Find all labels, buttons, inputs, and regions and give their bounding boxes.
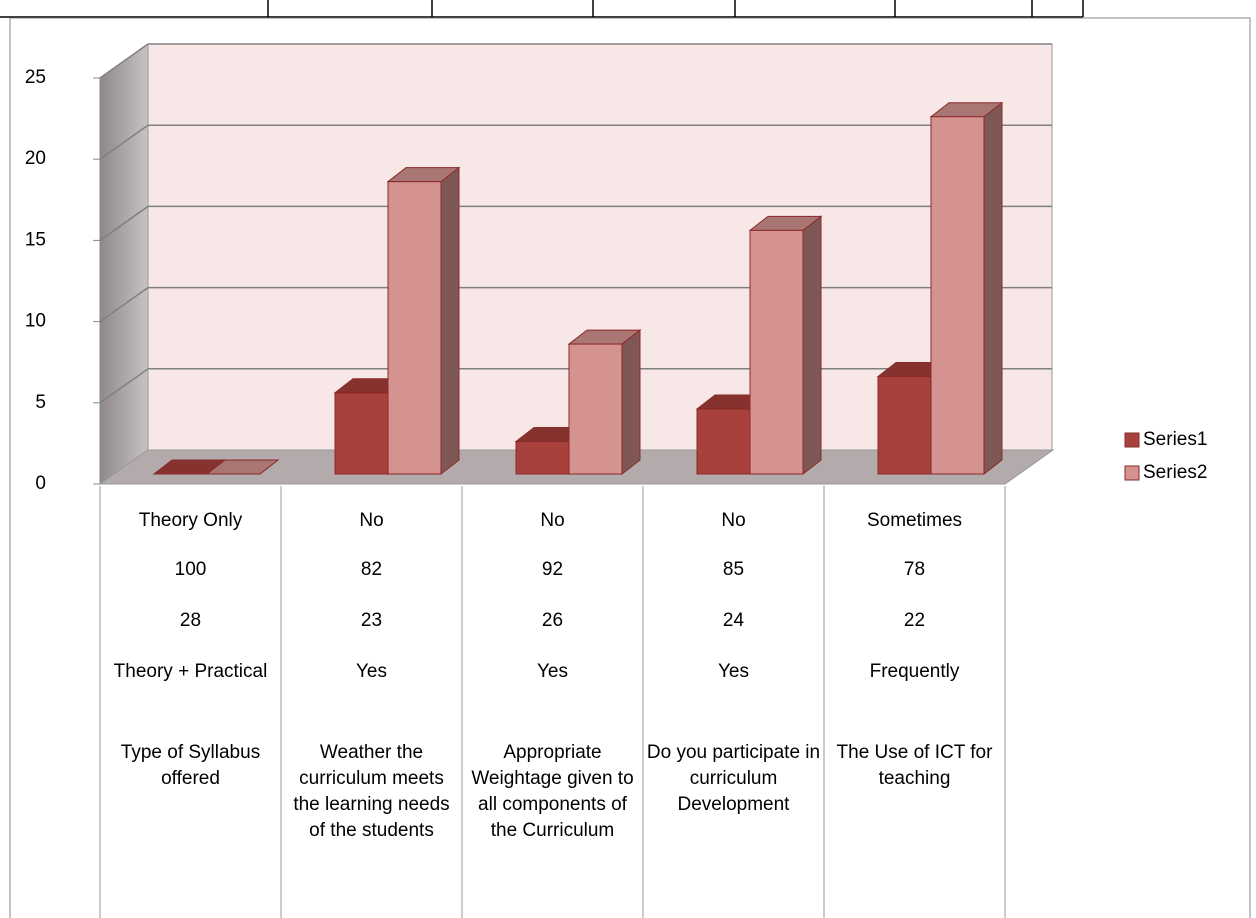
- grid-line: [99, 286, 149, 323]
- y-tick-label: 0: [35, 473, 46, 494]
- x-tick-label: Do you participate in curriculum Develop…: [646, 742, 821, 815]
- x-tick-label: No: [540, 510, 565, 531]
- bar-side: [440, 166, 460, 476]
- bar: [877, 376, 932, 475]
- x-tick-label: Yes: [537, 661, 568, 682]
- x-tick-label: 100: [174, 559, 207, 580]
- legend-label: Series1: [1143, 429, 1207, 450]
- x-tick-label: 28: [179, 610, 202, 631]
- x-tick-label: Appropriate Weightage given to all compo…: [471, 742, 634, 841]
- bar: [515, 441, 570, 475]
- x-tick-label: Yes: [356, 661, 387, 682]
- x-tick-label: 85: [722, 559, 745, 580]
- y-tick-label: 20: [25, 148, 46, 169]
- x-tick-label: 22: [903, 610, 926, 631]
- x-tick-label: 78: [903, 559, 926, 580]
- y-tick-label: 10: [25, 311, 46, 332]
- legend-label: Series2: [1143, 462, 1207, 483]
- bar: [696, 408, 751, 475]
- bar: [749, 229, 804, 475]
- x-tick-label: Type of Syllabus offered: [120, 742, 261, 789]
- grid-line: [99, 124, 149, 160]
- x-tick-label: Frequently: [869, 661, 960, 682]
- x-tick-label: The Use of ICT for teaching: [836, 742, 993, 789]
- x-tick-label: 92: [541, 559, 564, 580]
- bar-side: [983, 101, 1003, 476]
- x-tick-label: Yes: [718, 661, 749, 682]
- grid-line: [99, 368, 149, 404]
- y-tick-label: 5: [35, 392, 46, 413]
- legend-swatch: [1124, 465, 1140, 481]
- x-tick-label: No: [359, 510, 384, 531]
- grid-line: [99, 205, 149, 242]
- bar: [387, 181, 442, 475]
- x-tick-label: Theory Only: [138, 510, 243, 531]
- bar-side: [621, 329, 641, 476]
- y-tick-label: 15: [25, 229, 46, 250]
- x-tick-label: Sometimes: [866, 510, 963, 531]
- top-table-lines: [0, 0, 1084, 18]
- x-tick-label: Weather the curriculum meets the learnin…: [293, 742, 450, 841]
- y-tick-label: 25: [25, 67, 46, 88]
- x-tick-label: No: [721, 510, 746, 531]
- legend-swatch: [1124, 432, 1140, 448]
- x-tick-label: 23: [360, 610, 383, 631]
- bar: [334, 392, 389, 475]
- x-tick-label: Theory + Practical: [113, 661, 268, 682]
- grid-line: [99, 43, 149, 79]
- bar: [568, 343, 623, 475]
- x-tick-label: 24: [722, 610, 745, 631]
- x-tick-label: 82: [360, 559, 383, 580]
- bar-top: [205, 459, 280, 475]
- side-wall: [99, 43, 149, 485]
- x-tick-label: 26: [541, 610, 564, 631]
- chart-border: [9, 17, 1251, 918]
- bar: [930, 116, 985, 475]
- bar-side: [802, 215, 822, 476]
